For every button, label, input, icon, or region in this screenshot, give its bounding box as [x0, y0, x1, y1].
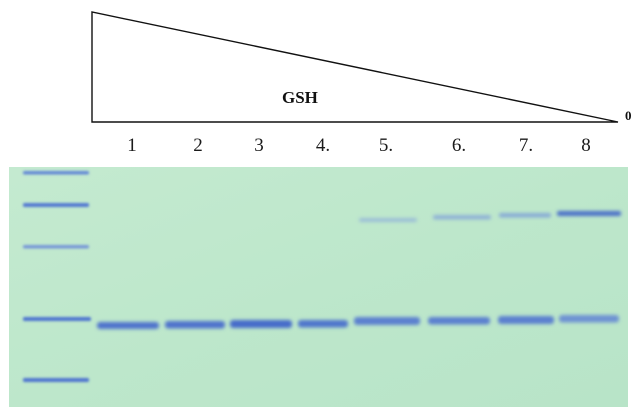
ladder-band-2: [23, 203, 89, 207]
lane-label-3: 3: [254, 135, 264, 156]
main-band-lane-3: [230, 320, 292, 328]
gradient-zero-label: 0: [625, 108, 632, 123]
ladder-band-4: [23, 317, 91, 321]
main-band-lane-4: [298, 320, 348, 328]
ladder-band-1: [23, 171, 89, 175]
upper-band-lane-7: [499, 213, 551, 218]
main-band-lane-8: [559, 315, 619, 323]
lane-label-6: 6.: [451, 135, 467, 156]
sds-page-gel: [9, 167, 628, 407]
lane-label-1: 1: [127, 135, 137, 156]
main-band-lane-7: [498, 316, 554, 324]
marker-ladder: [23, 171, 91, 382]
main-band-lane-6: [428, 317, 490, 325]
gel-background: [9, 167, 628, 407]
upper-band-row: [359, 211, 621, 222]
lane-label-7: 7.: [518, 135, 534, 156]
gradient-wedge: [91, 11, 619, 123]
ladder-band-5: [23, 378, 89, 382]
lane-label-4: 4.: [315, 135, 331, 156]
lane-label-2: 2: [193, 135, 203, 156]
upper-band-lane-6: [433, 215, 491, 220]
gsh-gradient-triangle: [91, 11, 619, 123]
main-band-lane-5: [354, 317, 420, 325]
main-band-lane-2: [165, 321, 225, 329]
main-band-lane-1: [97, 322, 159, 329]
gsh-label: GSH: [282, 88, 318, 107]
main-band-row: [97, 315, 619, 329]
ladder-band-3: [23, 245, 89, 249]
upper-band-lane-8: [557, 211, 621, 216]
upper-band-lane-5: [359, 218, 417, 222]
lane-label-8: 8: [581, 135, 591, 156]
lane-label-5: 5.: [378, 135, 394, 156]
